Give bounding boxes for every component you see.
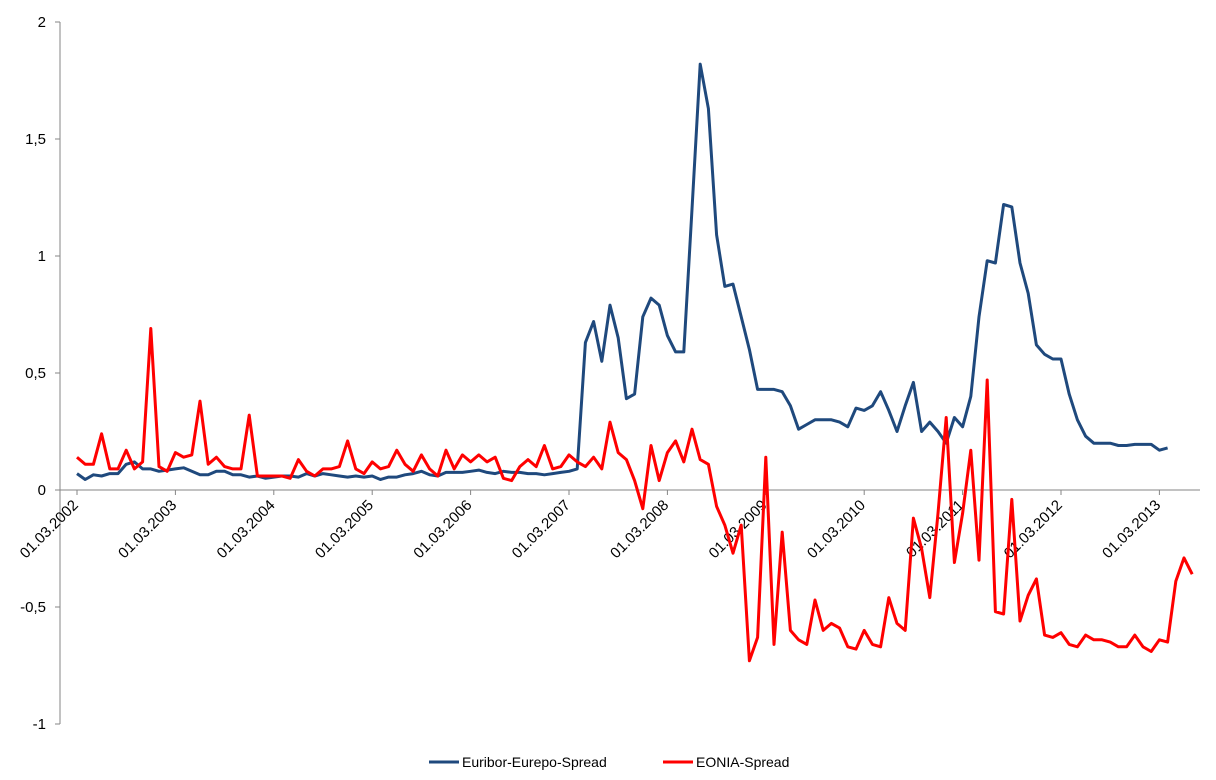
legend-label: Euribor-Eurepo-Spread [462, 754, 607, 770]
x-tick-label: 01.03.2004 [214, 497, 279, 562]
x-tick-label: 01.03.2013 [1099, 497, 1164, 562]
series-lines [76, 62, 1194, 663]
y-tick-label: 0 [38, 482, 46, 499]
x-tick-label: 01.03.2006 [410, 497, 475, 562]
y-tick-label: -0,5 [20, 599, 46, 616]
x-tick-label: 01.03.2005 [312, 497, 377, 562]
series-line-euribor-eurepo-spread [76, 62, 1169, 481]
x-tick-label: 01.03.2003 [115, 497, 180, 562]
x-tick-label: 01.03.2010 [804, 497, 869, 562]
legend-label: EONIA-Spread [696, 754, 789, 770]
y-tick-label: 0,5 [25, 365, 46, 382]
legend: Euribor-Eurepo-Spread EONIA-Spread [429, 754, 789, 770]
x-tick-label: 01.03.2008 [607, 497, 672, 562]
y-tick-label: -1 [33, 716, 46, 733]
y-tick-label: 1,5 [25, 131, 46, 148]
x-tick-label: 01.03.2007 [509, 497, 574, 562]
y-tick-label: 2 [38, 14, 46, 31]
y-tick-label: 1 [38, 248, 46, 265]
x-tick-label: 01.03.2002 [17, 497, 82, 562]
x-axis: 01.03.2002 01.03.2003 01.03.2004 01.03.2005… [17, 489, 1200, 562]
series-line-eonia-spread [76, 327, 1194, 663]
y-axis: 2 1,5 1 0,5 0 -0,5 -1 [20, 14, 61, 733]
